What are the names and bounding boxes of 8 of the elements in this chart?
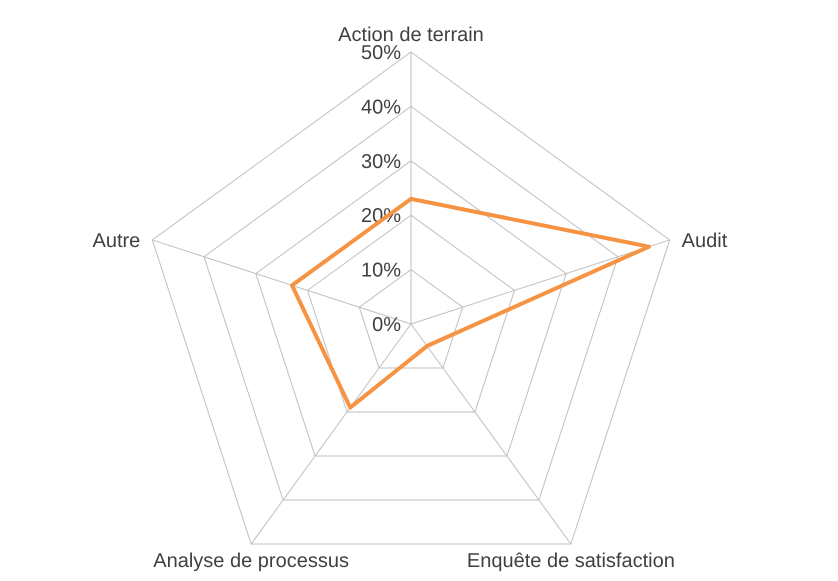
spoke-label: Analyse de processus: [153, 550, 349, 572]
spoke-label: Autre: [92, 230, 140, 252]
spoke-label: Audit: [682, 230, 728, 252]
y-tick-label: 40%: [360, 96, 402, 118]
y-tick-label: 30%: [360, 150, 402, 173]
y-tick-label: 10%: [360, 260, 402, 282]
y-tick-label: 0%: [372, 314, 402, 336]
spoke-label: Enquête de satisfaction: [466, 550, 675, 572]
